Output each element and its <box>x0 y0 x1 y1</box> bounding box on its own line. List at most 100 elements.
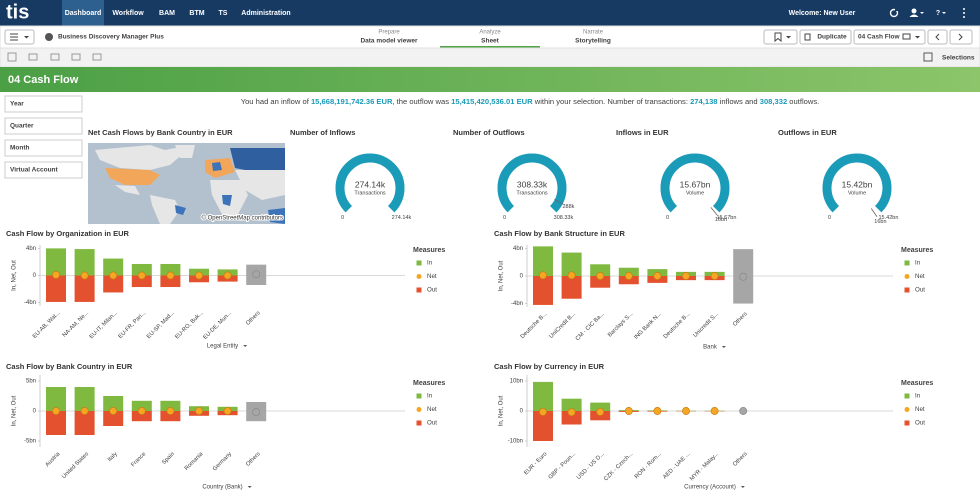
gauge-value-label: 15.67bn <box>680 179 711 189</box>
map[interactable] <box>88 143 285 224</box>
welcome: Welcome: New User <box>789 10 856 17</box>
net-point <box>597 272 604 279</box>
toolbar <box>0 48 980 67</box>
x-axis-title[interactable]: Country (Bank) <box>202 485 242 491</box>
x-axis-title[interactable]: Legal Entity <box>207 344 238 350</box>
gauge-subtitle: Volume <box>848 190 866 196</box>
x-tick-label: ING Bank N... <box>633 311 663 341</box>
app-icon <box>45 33 53 41</box>
sheet-title: 04 Cash Flow <box>8 74 79 86</box>
y-axis-title: In, Net, Out <box>12 260 18 291</box>
gauge-value-label: 274.14k <box>355 179 386 189</box>
gauge-value-label: 15.42bn <box>842 179 873 189</box>
net-point <box>167 407 174 414</box>
net-point <box>52 407 59 414</box>
summary-part: You had an inflow of <box>241 97 311 106</box>
gauge-marker-label: 16bn <box>874 219 886 225</box>
net-point <box>52 271 59 278</box>
gauge-subtitle: Transactions <box>516 190 548 196</box>
nav-item[interactable]: Workflow <box>112 10 144 17</box>
net-point <box>138 407 145 414</box>
summary-part: , the outflow was <box>392 97 451 106</box>
x-axis-title[interactable]: Currency (Account) <box>684 485 736 491</box>
legend-label: Net <box>915 406 925 413</box>
duplicate-label[interactable]: Duplicate <box>817 34 847 41</box>
filter-label: Virtual Account <box>10 167 59 174</box>
next-button[interactable] <box>950 30 972 44</box>
prev-button[interactable] <box>928 30 947 44</box>
x-tick-label: CM - CIC Ba... <box>575 311 606 342</box>
tab-label[interactable]: Storytelling <box>575 38 611 45</box>
legend-label: Net <box>915 273 925 280</box>
kpi-title: Number of Outflows <box>453 128 525 137</box>
gauge-min: 0 <box>503 215 506 221</box>
menu-button[interactable] <box>5 30 34 44</box>
bar <box>562 276 582 299</box>
x-tick-label: Deutsche B... <box>663 311 692 340</box>
x-axis-title[interactable]: Bank <box>703 345 718 351</box>
x-tick-label: Austria <box>44 451 62 469</box>
summary-part: inflows and <box>718 97 760 106</box>
gauge-max: 274.14k <box>392 215 412 221</box>
legend-title: Measures <box>413 380 445 387</box>
tab-over[interactable]: Narrate <box>583 30 604 36</box>
legend-swatch <box>905 288 910 293</box>
gauge-marker <box>871 209 877 217</box>
nav-item[interactable]: Dashboard <box>65 10 102 17</box>
net-point <box>740 273 747 280</box>
x-tick-label: RON - Rom... <box>634 451 663 480</box>
legend-label: Out <box>915 287 925 294</box>
y-tick-label: 0 <box>520 409 524 415</box>
x-tick-label: UniCredit B... <box>548 311 577 340</box>
x-tick-label: Others <box>245 451 262 468</box>
app-name: Business Discovery Manager Plus <box>58 34 164 41</box>
bar <box>733 249 753 276</box>
x-tick-label: Others <box>732 311 749 328</box>
tab-over[interactable]: Prepare <box>378 30 400 36</box>
help[interactable]: ? <box>936 10 940 17</box>
net-point <box>81 407 88 414</box>
net-point <box>110 407 117 414</box>
summary-part: outflows. <box>787 97 819 106</box>
tab-over[interactable]: Analyze <box>479 30 501 36</box>
net-point <box>195 407 202 414</box>
net-point <box>568 409 575 416</box>
tab-label[interactable]: Data model viewer <box>360 38 418 45</box>
x-tick-label: Unicredit S... <box>692 311 720 339</box>
nav-item[interactable]: Administration <box>241 10 290 17</box>
chart-title: Cash Flow by Bank Structure in EUR <box>494 229 625 238</box>
net-point <box>138 272 145 279</box>
x-axis-dropdown <box>722 346 726 348</box>
summary-part: 274,138 <box>690 97 717 106</box>
x-tick-label: Deutsche B... <box>520 311 549 340</box>
y-tick-label: -4bn <box>511 301 523 307</box>
legend-label: In <box>915 393 921 400</box>
kpi-title: Inflows in EUR <box>616 128 669 137</box>
nav-item[interactable]: BAM <box>159 10 175 17</box>
legend-title: Measures <box>901 380 933 387</box>
y-tick-label: 0 <box>33 273 37 279</box>
net-point <box>682 272 689 279</box>
nav-item[interactable]: BTM <box>189 10 204 17</box>
bookmark-button[interactable] <box>764 30 797 44</box>
gauge-subtitle: Transactions <box>354 190 386 196</box>
logo[interactable]: tis <box>6 1 29 23</box>
net-point <box>253 271 260 278</box>
gauge-min: 0 <box>666 215 669 221</box>
summary-part: 15,668,191,742.36 EUR <box>311 97 393 106</box>
selections-label[interactable]: Selections <box>942 55 975 62</box>
nav-item[interactable]: TS <box>219 10 228 17</box>
net-point <box>740 407 747 414</box>
tab-label[interactable]: Sheet <box>481 38 500 45</box>
kpi-title: Outflows in EUR <box>778 128 837 137</box>
legend-label: Out <box>427 420 437 427</box>
sheet-label[interactable]: 04 Cash Flow <box>858 34 900 41</box>
y-tick-label: 10bn <box>510 379 523 385</box>
x-tick-label: Germany <box>212 451 233 472</box>
gauge-marker-label: 288k <box>562 204 574 210</box>
legend-label: In <box>915 260 921 267</box>
more-icon[interactable] <box>963 8 965 18</box>
chart-title: Cash Flow by Organization in EUR <box>6 229 130 238</box>
net-point <box>711 272 718 279</box>
net-point <box>224 272 231 279</box>
